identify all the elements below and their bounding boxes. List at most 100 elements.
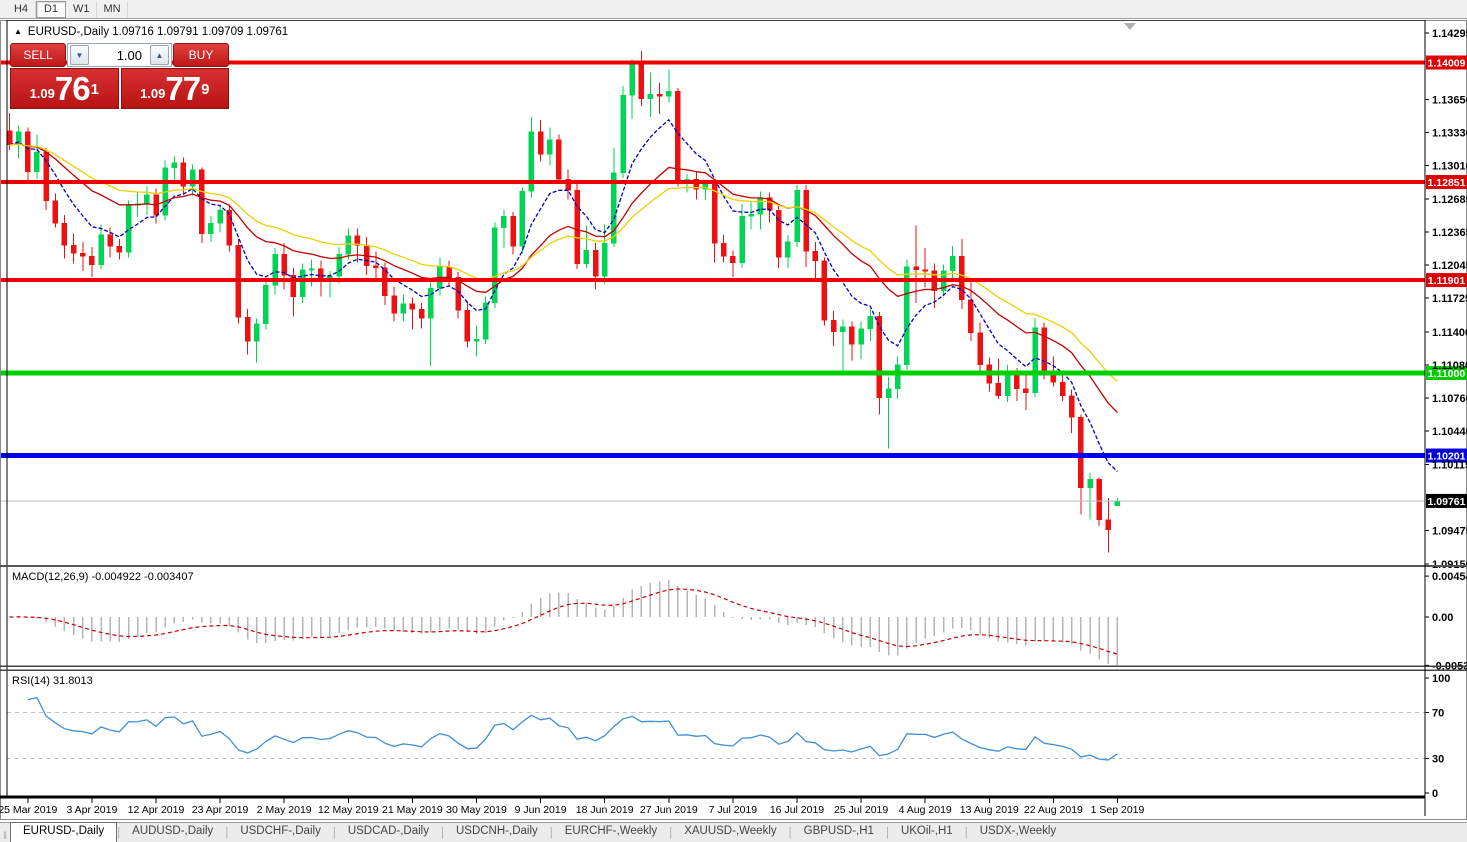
price-tick-label: 1.12365 [1432,227,1467,239]
symbol-tab-usdchf-daily[interactable]: USDCHF-,Daily [240,825,321,837]
date-tick-label: 3 Apr 2019 [67,804,118,816]
price-tick-label: 1.14295 [1432,28,1467,40]
tab-bar-grip-icon: ‖ [3,831,8,842]
tab-separator: | [549,827,553,839]
price-tick-label: 1.11080 [1432,360,1467,372]
price-chart[interactable]: 1.140091.128511.119011.110001.102011.097… [0,20,1467,820]
chart-title-bar: ▲ EURUSD-,Daily 1.09716 1.09791 1.09709 1… [14,26,288,38]
price-tick-label: 1.10440 [1432,426,1467,438]
symbol-tab-usdcad-daily[interactable]: USDCAD-,Daily [347,825,429,837]
resistance-2-badge [1426,175,1467,190]
timeframe-button-h4[interactable]: H4 [6,0,36,18]
date-axis[interactable]: 25 Mar 2019 3 Apr 2019 12 Apr 2019 23 Apr 2… [0,796,1145,816]
resistance-3-badge [1426,273,1467,288]
timeframe-button-mn[interactable]: MN [97,0,128,18]
date-tick-label: 27 Jun 2019 [640,804,698,816]
macd-signal-line [9,588,1118,655]
date-tick-label: 22 Aug 2019 [1024,804,1083,816]
symbol-tab-eurchf-weekly[interactable]: EURCHF-,Weekly [564,825,658,837]
chart-window [0,20,1467,820]
price-tick-label: 1.13010 [1432,161,1467,173]
chart-shift-marker-icon[interactable] [1124,23,1136,30]
date-tick-label: 12 Apr 2019 [128,804,185,816]
timeframe-button-w1[interactable]: W1 [66,0,97,18]
price-tick-label: 1.13650 [1432,95,1467,107]
tab-separator: | [669,827,673,839]
volume-down-button[interactable]: ▼ [70,45,89,65]
support-green-badge [1426,366,1467,381]
macd-scale-label: 0.004544 [1432,571,1467,583]
price-tick-label: 1.12685 [1432,194,1467,206]
date-tick-label: 13 Aug 2019 [960,804,1019,816]
support-blue-badge-label: 1.10201 [1428,451,1466,463]
rsi-scale-label: 30 [1432,754,1444,766]
tab-separator: | [332,827,336,839]
sell-button[interactable]: SELL [10,43,66,67]
tab-separator: | [117,827,121,839]
price-axis[interactable]: 1.14009 1.12851 1.11901 1.11000 1.10201 1.097… [1425,28,1467,800]
ma-mid-line [9,143,1118,414]
price-tick-label: 1.10760 [1432,393,1467,405]
resistance-2-badge-label: 1.12851 [1428,177,1466,189]
rsi-scale-label: 100 [1432,673,1450,685]
rsi-pane [7,696,1425,761]
price-tick-label: 1.12045 [1432,260,1467,272]
rsi-label: RSI(14) 31.8013 [12,675,93,687]
bid-price-point: 1 [90,81,99,98]
volume-field: ▼ 1.00 ▲ [67,43,172,67]
macd-pane [9,580,1119,665]
pane-borders [0,20,1467,816]
date-tick-label: 1 Sep 2019 [1091,804,1145,816]
tab-separator: | [225,827,229,839]
ask-price-pips: 77 [165,70,201,107]
current-price-badge-label: 1.09761 [1428,496,1466,508]
date-tick-label: 9 Jun 2019 [515,804,567,816]
date-tick-label: 2 May 2019 [257,804,312,816]
timeframe-button-d1[interactable]: D1 [36,0,66,18]
symbol-tab-ukoil-h1[interactable]: UKOil-,H1 [900,825,953,837]
ask-price-display[interactable]: 1.09 77 9 [120,68,229,109]
candles-layer [6,51,1121,553]
symbol-tab-gbpusd-h1[interactable]: GBPUSD-,H1 [803,825,874,837]
date-tick-label: 30 May 2019 [446,804,507,816]
ask-price-point: 9 [201,81,210,98]
resistance-1-badge-label: 1.14009 [1428,58,1466,70]
tab-separator: | [885,827,889,839]
symbol-tab-eurusd-daily[interactable]: EURUSD-,Daily [10,822,118,842]
tab-separator: | [440,827,444,839]
support-blue-badge [1426,448,1467,463]
one-click-trade-panel: SELL ▼ 1.00 ▲ BUY 1.09 76 1 1.09 77 9 [10,43,229,109]
buy-button[interactable]: BUY [173,43,229,67]
price-tick-label: 1.11725 [1432,293,1467,305]
moving-averages-layer [9,118,1118,472]
ma-fast-line [9,118,1118,472]
symbol-tab-audusd-daily[interactable]: AUDUSD-,Daily [132,825,214,837]
date-tick-label: 21 May 2019 [382,804,443,816]
symbol-tab-xauusd-weekly[interactable]: XAUUSD-,Weekly [684,825,777,837]
tab-separator: | [964,827,968,839]
rsi-scale-label: 70 [1432,708,1444,720]
chart-ohlc-title: EURUSD-,Daily 1.09716 1.09791 1.09709 1.… [27,26,289,38]
timeframe-toolbar: H4 D1 W1 MN [0,0,1467,19]
collapse-triangle-icon[interactable]: ▲ [14,27,22,36]
volume-up-button[interactable]: ▲ [150,45,169,65]
resistance-3-badge-label: 1.11901 [1428,275,1466,287]
ask-price-base: 1.09 [140,86,166,101]
date-tick-label: 18 Jun 2019 [576,804,634,816]
date-tick-label: 25 Mar 2019 [0,804,57,816]
tab-separator: | [788,827,792,839]
date-tick-label: 16 Jul 2019 [770,804,824,816]
bid-price-display[interactable]: 1.09 76 1 [10,68,119,109]
symbol-tab-bar: ‖ EURUSD-,Daily | AUDUSD-,Daily | USDCHF-,Da… [0,822,1467,842]
macd-scale-label: 0.00 [1432,612,1453,624]
price-tick-label: 1.09475 [1432,525,1467,537]
date-tick-label: 23 Apr 2019 [192,804,249,816]
resistance-1-badge [1426,55,1467,70]
bid-price-base: 1.09 [29,86,55,101]
macd-label: MACD(12,26,9) -0.004922 -0.003407 [12,571,194,583]
volume-input[interactable]: 1.00 [116,47,142,63]
symbol-tab-usdx-weekly[interactable]: USDX-,Weekly [979,825,1057,837]
symbol-tab-usdcnh-daily[interactable]: USDCNH-,Daily [455,825,538,837]
price-tick-label: 1.10115 [1432,459,1467,471]
